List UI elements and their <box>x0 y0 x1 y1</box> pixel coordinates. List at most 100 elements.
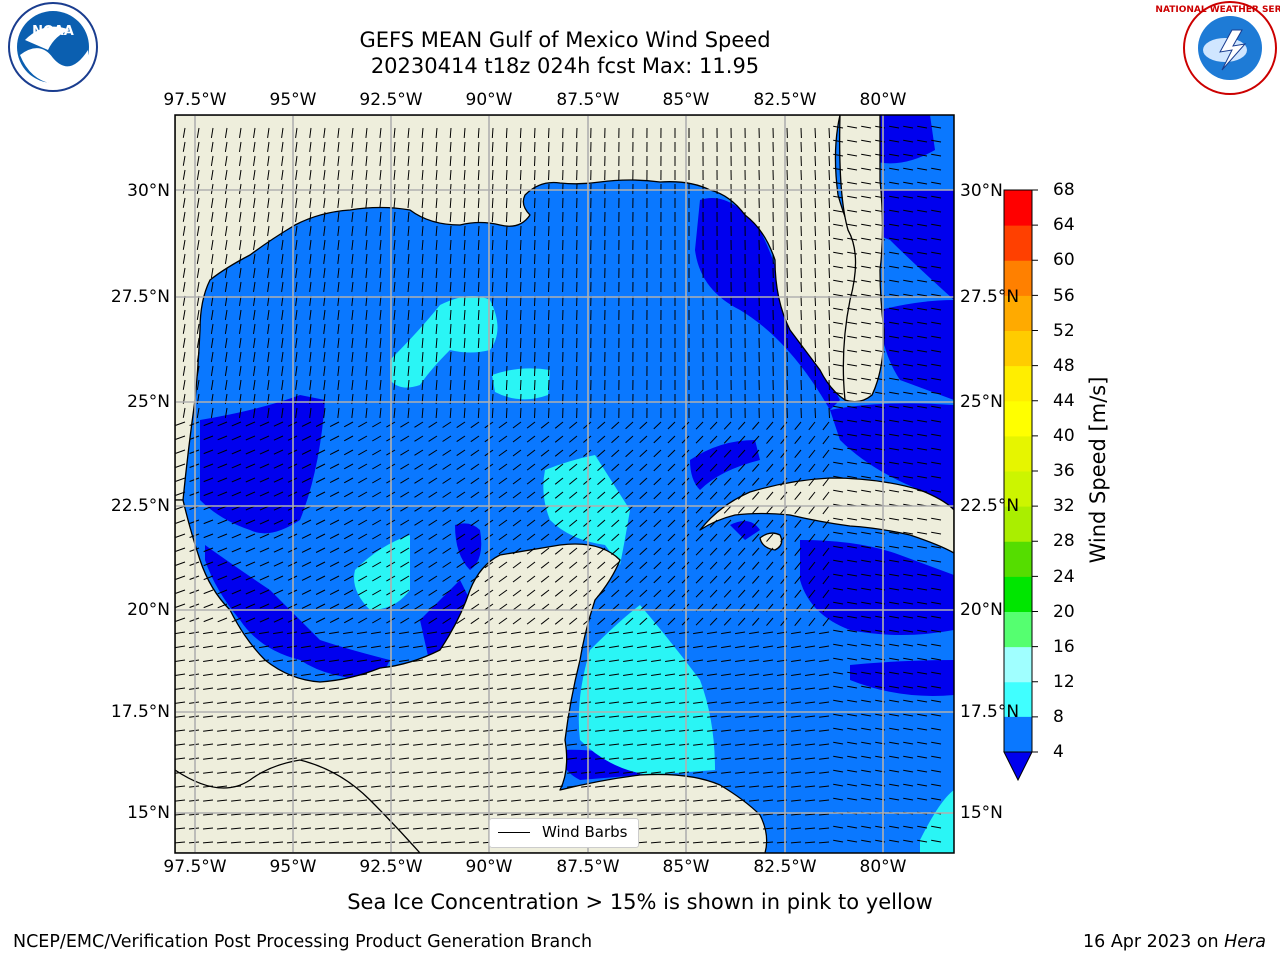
wind-barb <box>231 533 242 539</box>
wind-barb <box>828 309 830 321</box>
wind-barb <box>188 841 200 844</box>
wind-barb <box>343 631 354 635</box>
wind-barb <box>497 771 508 774</box>
wind-barb <box>175 519 186 524</box>
wind-barb <box>707 799 718 802</box>
wind-barb <box>245 715 256 718</box>
wind-barb <box>780 505 788 515</box>
wind-barb <box>780 449 788 459</box>
wind-barb <box>822 477 830 487</box>
wind-barb <box>917 671 928 675</box>
wind-barb <box>175 785 186 788</box>
wind-barb <box>723 491 732 500</box>
wind-barb <box>667 491 676 500</box>
wind-barb <box>553 757 564 760</box>
wind-barb <box>385 785 396 788</box>
wind-barb <box>833 489 844 493</box>
colorbar-segment <box>1004 506 1032 542</box>
wind-barb <box>889 755 900 759</box>
wind-barb <box>519 337 522 349</box>
wind-barb <box>639 449 648 458</box>
wind-barb <box>737 519 746 528</box>
wind-barb <box>808 505 816 515</box>
wind-barb <box>329 449 340 456</box>
wind-barb <box>385 813 396 816</box>
wind-barb <box>399 631 410 635</box>
wind-barb <box>371 785 382 788</box>
wind-barb <box>217 799 228 802</box>
wind-barb <box>449 309 452 321</box>
wind-barb <box>639 477 648 486</box>
wind-barb <box>609 785 620 788</box>
wind-barb <box>540 617 550 625</box>
wind-barb <box>554 491 564 499</box>
wind-barb <box>253 169 256 180</box>
wind-barb <box>611 421 620 430</box>
wind-barb <box>259 589 270 595</box>
wind-barb <box>393 323 396 334</box>
wind-barb <box>780 617 788 627</box>
wind-barb <box>749 799 760 802</box>
wind-barb <box>693 743 704 746</box>
wind-barb <box>650 841 662 844</box>
wind-barb <box>323 127 326 138</box>
wind-barb <box>267 239 270 250</box>
wind-barb <box>239 337 242 348</box>
wind-barb <box>371 771 382 774</box>
wind-barb <box>483 785 494 788</box>
wind-barb <box>625 561 634 570</box>
wind-barb <box>553 743 564 746</box>
wind-barb <box>231 575 242 581</box>
wind-barb <box>239 281 242 292</box>
wind-barb <box>548 183 550 195</box>
wind-barb <box>343 687 354 690</box>
wind-barb <box>273 603 284 609</box>
wind-barb <box>203 743 214 746</box>
wind-barb <box>861 321 872 325</box>
wind-barb <box>709 575 718 584</box>
wind-barb <box>393 183 396 194</box>
wind-barb <box>917 167 928 171</box>
wind-barb <box>534 127 536 139</box>
wind-barb <box>189 757 200 760</box>
wind-barb <box>421 211 424 223</box>
wind-barb <box>287 785 298 788</box>
wind-barb <box>889 237 900 241</box>
wind-barb <box>239 309 242 320</box>
wind-barb <box>505 155 508 167</box>
wind-barb <box>548 267 550 279</box>
wind-barb <box>428 547 438 554</box>
wind-barb <box>889 125 900 129</box>
colorbar-tick: 4 <box>1053 742 1064 762</box>
wind-barb <box>329 631 340 635</box>
wind-barb <box>625 505 634 514</box>
wind-barb <box>182 351 186 362</box>
wind-barb <box>828 211 830 223</box>
wind-barb <box>752 589 760 598</box>
wind-barb <box>553 645 564 649</box>
wind-barb <box>861 517 872 521</box>
wind-barb <box>735 631 746 635</box>
wind-barb <box>315 813 326 816</box>
wind-barb <box>534 365 536 377</box>
wind-barb <box>847 167 858 171</box>
wind-barb <box>539 659 550 662</box>
wind-barb <box>203 757 214 760</box>
wind-barb <box>723 575 732 584</box>
colorbar-segment <box>1004 225 1032 261</box>
wind-barb <box>723 463 732 472</box>
wind-barb <box>455 659 466 662</box>
wind-barb <box>808 491 816 501</box>
wind-barb <box>216 841 228 844</box>
wind-barb <box>301 421 312 427</box>
wind-barb <box>917 475 928 479</box>
wind-barb <box>400 491 410 498</box>
wind-barb <box>449 141 452 153</box>
wind-barb <box>400 477 410 484</box>
wind-barb <box>723 533 732 542</box>
wind-barb <box>752 505 760 514</box>
wind-barb <box>421 141 424 153</box>
wind-barb <box>511 743 522 746</box>
wind-barb <box>175 841 186 844</box>
wind-barb <box>385 743 396 746</box>
